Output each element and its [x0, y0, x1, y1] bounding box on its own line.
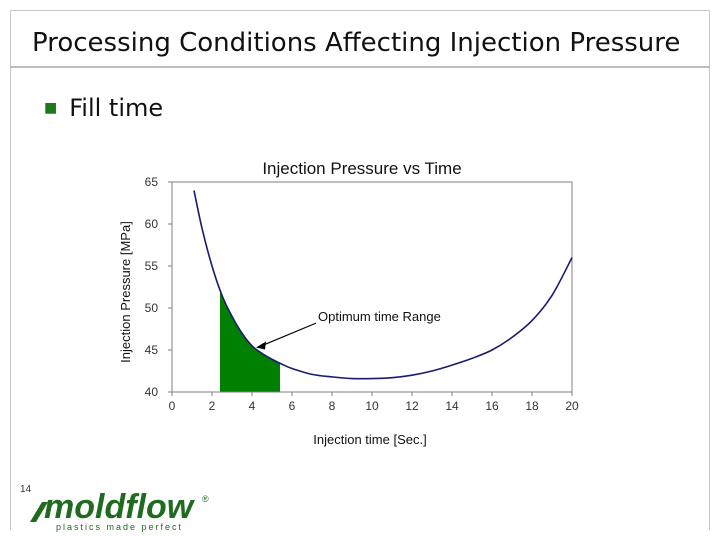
- logo-registered: ®: [202, 494, 209, 504]
- x-tick-label: 8: [329, 399, 336, 413]
- moldflow-logo: moldflow ® plastics made perfect: [28, 488, 218, 532]
- y-axis-label: Injection Pressure [MPa]: [118, 221, 133, 363]
- chart-title: Injection Pressure vs Time: [262, 159, 461, 178]
- x-tick-label: 14: [445, 399, 459, 413]
- chart-svg: Injection Pressure vs Time 0 2 4 6 8 10 12 14 16…: [118, 159, 579, 447]
- x-tick-label: 16: [485, 399, 499, 413]
- title-divider: [10, 66, 710, 68]
- x-tick-label: 4: [249, 399, 256, 413]
- y-tick-label: 40: [145, 385, 159, 399]
- x-axis-label: Injection time [Sec.]: [313, 432, 426, 447]
- y-tick-label: 45: [145, 343, 159, 357]
- slide-border-top: [10, 10, 710, 11]
- y-tick-label: 50: [145, 301, 159, 315]
- page-number: 14: [20, 484, 32, 495]
- x-tick-label: 10: [365, 399, 379, 413]
- x-tick-label: 20: [565, 399, 579, 413]
- x-tick-label: 2: [209, 399, 216, 413]
- y-tick-label: 65: [145, 175, 159, 189]
- slide-border-left: [10, 10, 11, 530]
- logo-swoosh-icon: [30, 502, 48, 522]
- slide-title: Processing Conditions Affecting Injectio…: [32, 28, 681, 58]
- square-bullet-icon: ■: [44, 100, 58, 116]
- x-tick-label: 12: [405, 399, 419, 413]
- annotation-label: Optimum time Range: [318, 309, 441, 324]
- x-tick-label: 6: [289, 399, 296, 413]
- pressure-time-chart: Injection Pressure vs Time 0 2 4 6 8 10 12 14 16…: [110, 150, 600, 460]
- x-tick-label: 0: [169, 399, 176, 413]
- logo-tagline: plastics made perfect: [56, 522, 183, 532]
- pressure-curve-line: [193, 190, 573, 380]
- footer-divider: [10, 476, 11, 530]
- logo-wordmark: moldflow: [44, 488, 196, 526]
- y-tick-label: 55: [145, 259, 159, 273]
- slide-border-right: [709, 10, 710, 530]
- y-tick-label: 60: [145, 217, 159, 231]
- moldflow-logo-svg: moldflow ® plastics made perfect: [30, 488, 209, 532]
- annotation-arrow-head: [256, 341, 266, 350]
- annotation-arrow-line: [259, 322, 317, 348]
- optimum-range-fill: [220, 289, 280, 392]
- bullet-text: Fill time: [69, 94, 164, 122]
- x-tick-label: 18: [525, 399, 539, 413]
- bullet-item: ■ Fill time: [44, 94, 163, 122]
